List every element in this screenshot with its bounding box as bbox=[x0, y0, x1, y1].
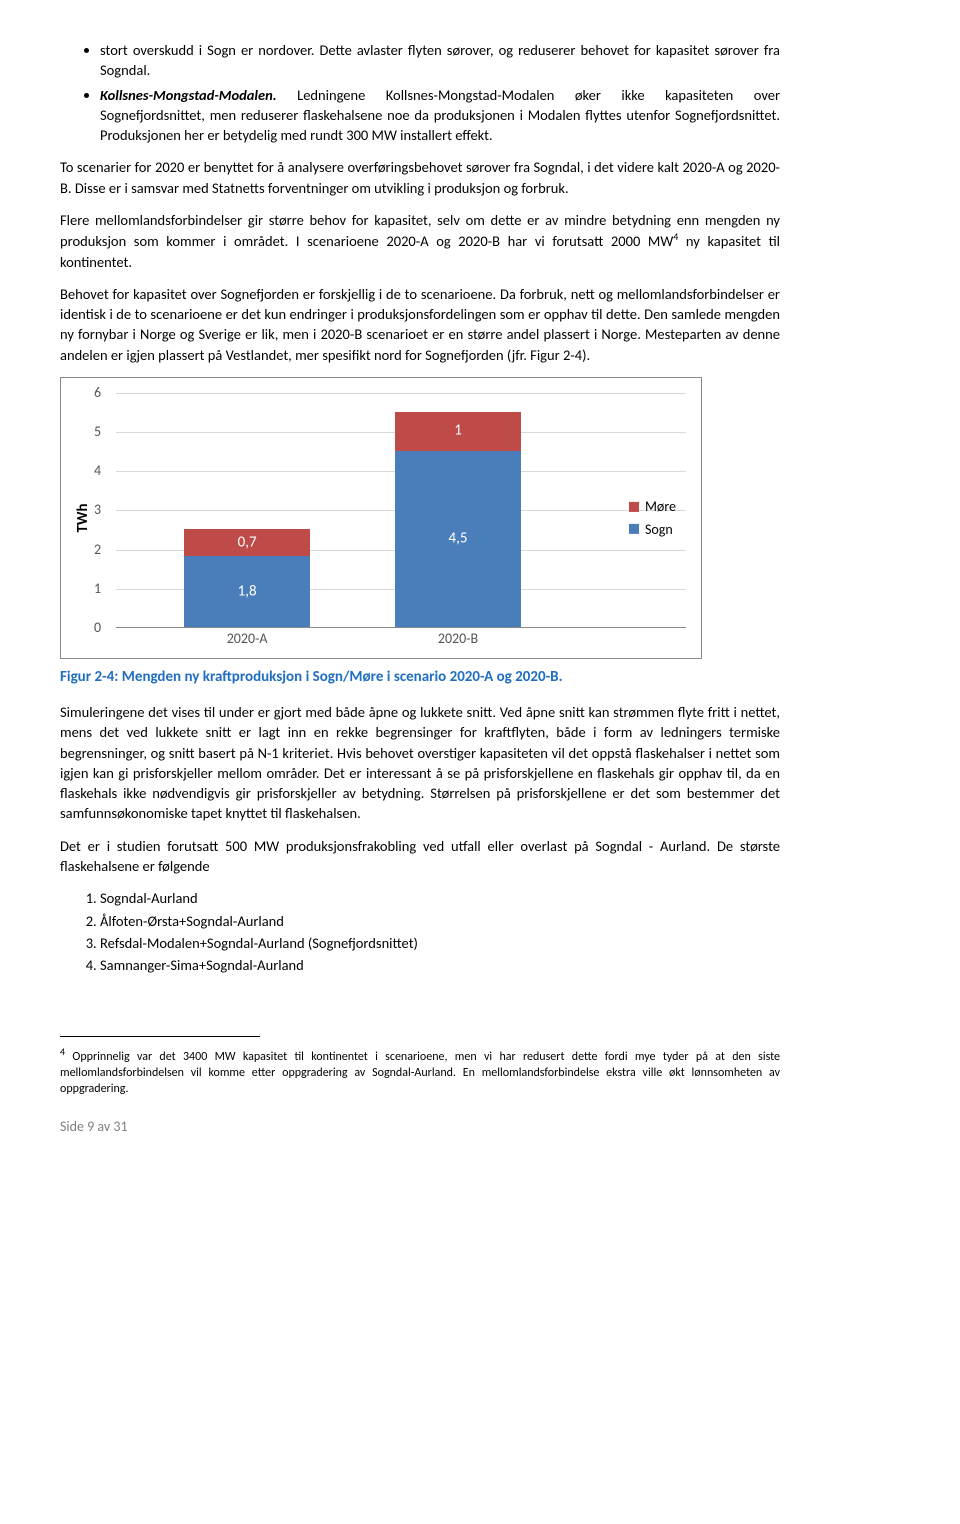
text: Flere mellomlandsforbindelser gir større… bbox=[60, 211, 780, 250]
bullet-title: Kollsnes-Mongstad-Modalen. bbox=[100, 86, 277, 104]
footnote: 4 Opprinnelig var det 3400 MW kapasitet … bbox=[60, 1045, 780, 1098]
y-tick: 2 bbox=[94, 540, 101, 560]
legend-item: Sogn bbox=[629, 519, 676, 539]
page-footer: Side 9 av 31 bbox=[60, 1117, 780, 1137]
x-tick-label: 2020-A bbox=[184, 629, 309, 649]
legend-label: Møre bbox=[645, 497, 676, 517]
paragraph: Simuleringene det vises til under er gjo… bbox=[60, 702, 780, 824]
bar-segment: 1 bbox=[395, 412, 520, 451]
y-tick: 3 bbox=[94, 501, 101, 521]
bullet-list: stort overskudd i Sogn er nordover. Dett… bbox=[60, 40, 780, 145]
list-item: Sogndal-Aurland bbox=[100, 888, 780, 908]
stacked-bar-chart: TWh 0 1 2 3 4 5 6 1,8 0,7 2020-A 4,5 1 2020-B MøreSo… bbox=[60, 377, 702, 659]
bar-value-label: 1 bbox=[395, 421, 520, 442]
legend-label: Sogn bbox=[645, 519, 673, 539]
bar-value-label: 0,7 bbox=[184, 532, 309, 553]
list-item: Samnanger-Sima+Sogndal-Aurland bbox=[100, 955, 780, 975]
bar-value-label: 4,5 bbox=[395, 528, 520, 549]
bar-segment: 1,8 bbox=[184, 556, 309, 627]
bar-segment: 4,5 bbox=[395, 451, 520, 627]
y-tick: 5 bbox=[94, 422, 101, 442]
footnote-separator bbox=[60, 1036, 260, 1037]
paragraph: Behovet for kapasitet over Sognefjorden … bbox=[60, 284, 780, 365]
paragraph: To scenarier for 2020 er benyttet for å … bbox=[60, 157, 780, 198]
numbered-list: Sogndal-Aurland Ålfoten-Ørsta+Sogndal-Aur… bbox=[60, 888, 780, 975]
y-tick: 1 bbox=[94, 579, 101, 599]
paragraph: Det er i studien forutsatt 500 MW produk… bbox=[60, 836, 780, 877]
y-tick: 6 bbox=[94, 383, 101, 403]
list-item: Refsdal-Modalen+Sogndal-Aurland (Sognefj… bbox=[100, 933, 780, 953]
legend-swatch bbox=[629, 502, 639, 512]
bullet-item: Kollsnes-Mongstad-Modalen. Ledningene Ko… bbox=[100, 85, 780, 146]
bar-segment: 0,7 bbox=[184, 529, 309, 556]
bullet-item: stort overskudd i Sogn er nordover. Dett… bbox=[100, 40, 780, 81]
x-tick-label: 2020-B bbox=[395, 629, 520, 649]
bar-value-label: 1,8 bbox=[184, 581, 309, 602]
list-item: Ålfoten-Ørsta+Sogndal-Aurland bbox=[100, 911, 780, 931]
paragraph: Flere mellomlandsforbindelser gir større… bbox=[60, 210, 780, 272]
y-axis-label: TWh bbox=[73, 503, 94, 532]
footnote-number: 4 bbox=[60, 1045, 65, 1058]
legend-swatch bbox=[629, 524, 639, 534]
legend-item: Møre bbox=[629, 497, 676, 517]
footnote-text: Opprinnelig var det 3400 MW kapasitet ti… bbox=[60, 1050, 780, 1096]
y-tick: 0 bbox=[94, 618, 101, 638]
figure-caption: Figur 2-4: Mengden ny kraftproduksjon i … bbox=[60, 667, 780, 688]
chart-legend: MøreSogn bbox=[629, 494, 676, 542]
y-tick: 4 bbox=[94, 462, 101, 482]
